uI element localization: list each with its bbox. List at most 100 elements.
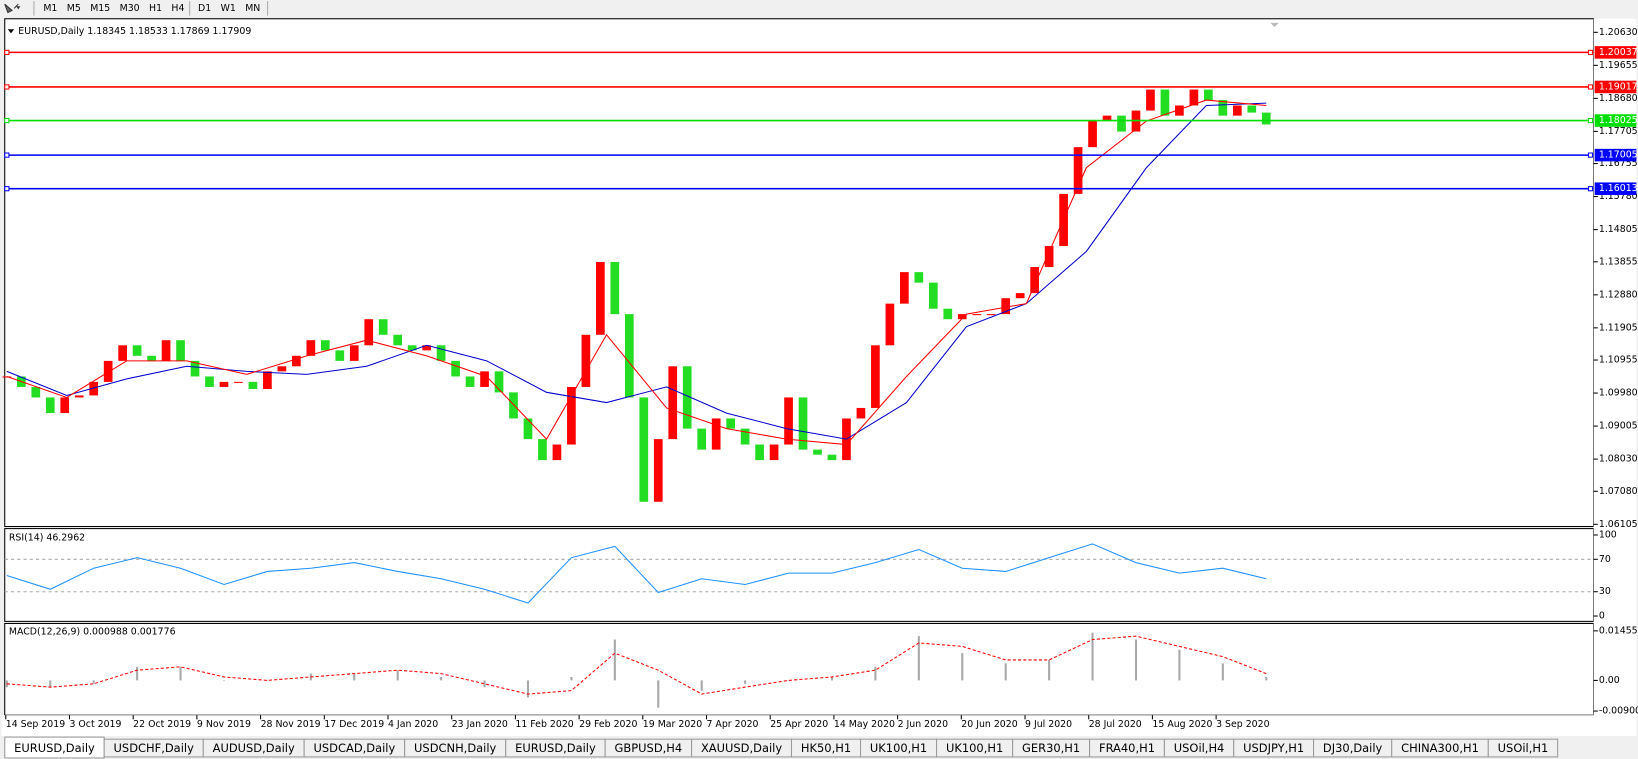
tab-label[interactable]: UK100,H1	[946, 741, 1003, 755]
x-tick-label: 3 Oct 2019	[69, 719, 121, 730]
timeframe-button[interactable]: M30	[120, 3, 140, 14]
y-tick-label: 1.13855	[1599, 256, 1638, 267]
tab-label[interactable]: UK100,H1	[870, 741, 927, 755]
candle	[436, 345, 446, 361]
histogram-bar	[570, 677, 573, 681]
level-handle[interactable]	[4, 49, 10, 56]
candle	[422, 345, 431, 351]
candle	[596, 261, 605, 335]
level-handle[interactable]	[1587, 186, 1594, 192]
tab-label[interactable]: AUDUSD,Daily	[213, 741, 295, 755]
tab-label[interactable]: FRA40,H1	[1099, 741, 1155, 755]
candle	[813, 449, 822, 455]
level-handle[interactable]	[4, 152, 10, 158]
y-tick-label: 1.18680	[1599, 93, 1638, 104]
candle	[885, 303, 895, 346]
x-tick-label: 17 Dec 2019	[324, 719, 384, 730]
x-tick-label: 14 May 2020	[834, 719, 895, 730]
level-label: 1.17005	[1599, 150, 1638, 161]
tab-label[interactable]: EURUSD,Daily	[14, 741, 95, 755]
timeframe-button[interactable]: H4	[171, 3, 184, 14]
candle	[1146, 89, 1155, 111]
level-handle[interactable]	[1587, 84, 1594, 90]
tab-label[interactable]: USDJPY,H1	[1243, 741, 1304, 755]
timeframe-button[interactable]: MN	[245, 3, 260, 14]
histogram-bar	[396, 670, 399, 681]
candle	[769, 444, 779, 461]
histogram-bar	[353, 673, 356, 681]
candle	[74, 395, 84, 398]
candle	[523, 418, 533, 440]
tab-label[interactable]: USOil,H1	[1498, 741, 1549, 755]
x-tick-label: 15 Aug 2020	[1152, 719, 1212, 730]
tab-label[interactable]: USOil,H4	[1174, 741, 1225, 755]
level-handle[interactable]	[4, 186, 10, 192]
candle	[567, 386, 576, 445]
candle	[1073, 147, 1083, 194]
level-handle[interactable]	[1587, 117, 1594, 124]
histogram-bar	[830, 677, 834, 681]
timeframe-button[interactable]: H1	[149, 3, 162, 14]
candle	[538, 439, 547, 461]
price-scale	[1593, 18, 1637, 716]
x-tick-label: 2 Jun 2020	[898, 719, 948, 730]
moving-average	[6, 102, 1267, 440]
level-tag	[1594, 80, 1637, 94]
candle	[89, 381, 99, 396]
candle	[277, 366, 287, 372]
y-tick-label: 1.09005	[1599, 421, 1638, 432]
price-panel	[4, 18, 1595, 528]
level-handle[interactable]	[1587, 49, 1594, 56]
candle	[1204, 89, 1213, 101]
level-handle[interactable]	[4, 84, 10, 90]
tab[interactable]	[1487, 738, 1559, 758]
y-tick-label: 1.17705	[1599, 126, 1638, 137]
tab-label[interactable]: HK50,H1	[801, 741, 851, 755]
timeframe-button[interactable]: M15	[90, 3, 110, 14]
candle	[205, 376, 214, 387]
tab-label[interactable]: GER30,H1	[1022, 741, 1080, 755]
candle	[986, 314, 996, 316]
level-handle[interactable]	[4, 117, 10, 124]
tab-label[interactable]: USDCHF,Daily	[114, 741, 195, 755]
candle	[914, 272, 924, 283]
candle	[1015, 293, 1025, 299]
histogram-bar	[961, 653, 964, 681]
dropdown-icon[interactable]	[16, 6, 21, 10]
signal-line	[6, 635, 1267, 695]
level-tag	[1594, 182, 1637, 195]
candle	[856, 407, 866, 419]
candle	[509, 392, 518, 419]
tab-label[interactable]: XAUUSD,Daily	[701, 741, 782, 755]
collapse-arrow[interactable]	[7, 29, 15, 34]
candle	[494, 371, 504, 393]
tab-label[interactable]: USDCAD,Daily	[314, 741, 396, 755]
x-tick-label: 14 Sep 2019	[6, 719, 65, 730]
level-handle[interactable]	[1587, 152, 1594, 158]
candle	[190, 360, 200, 377]
level-label: 1.19017	[1599, 81, 1638, 92]
candle	[1175, 105, 1184, 116]
tab-label[interactable]: GBPUSD,H4	[615, 741, 683, 755]
candle	[349, 345, 359, 361]
histogram-bar	[657, 680, 660, 708]
candle	[118, 345, 127, 361]
timeframe-button[interactable]: D1	[198, 3, 211, 14]
tab-label[interactable]: USDCNH,Daily	[414, 741, 496, 755]
candle	[161, 340, 171, 361]
tab-label[interactable]: EURUSD,Daily	[515, 741, 596, 755]
histogram-bar	[1091, 632, 1094, 681]
histogram-bar	[5, 680, 8, 688]
timeframe-button[interactable]: M1	[43, 3, 57, 14]
tab-label[interactable]: CHINA300,H1	[1401, 741, 1479, 755]
candle	[972, 314, 982, 316]
timeframe-button[interactable]: M5	[67, 3, 81, 14]
x-tick-label: 23 Jan 2020	[452, 719, 508, 730]
x-tick-label: 4 Jan 2020	[388, 719, 438, 730]
histogram-bar	[483, 680, 486, 688]
tab-label[interactable]: DJ30,Daily	[1323, 741, 1383, 755]
candle	[378, 319, 388, 335]
timeframe-button[interactable]: W1	[221, 3, 236, 14]
candle	[480, 371, 489, 387]
